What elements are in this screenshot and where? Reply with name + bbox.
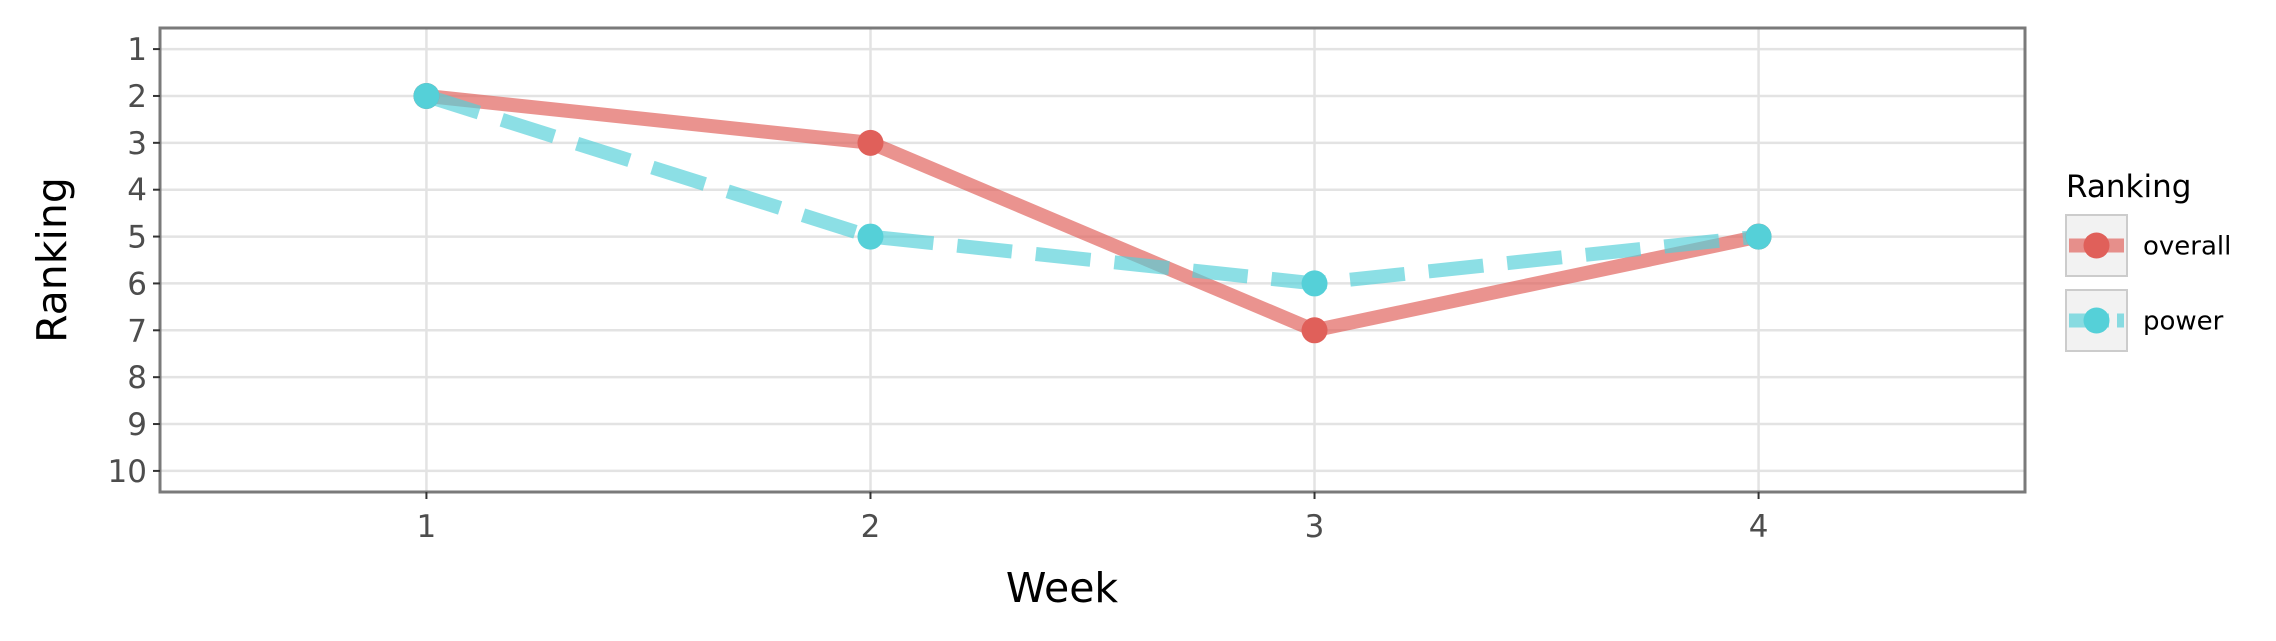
legend-point-power [2083,307,2110,334]
data-point-power [1745,223,1772,250]
x-tick-label: 2 [861,509,881,545]
grid-lines [160,28,2025,492]
y-tick-label: 1 [127,32,147,68]
legend-point-overall [2083,232,2110,259]
data-point-overall [857,129,884,156]
x-tick-label: 4 [1749,509,1769,545]
series-line-power [424,89,1760,291]
legend-label-power: power [2143,307,2224,337]
y-tick-label: 4 [127,173,147,209]
y-tick-label: 7 [127,313,147,349]
x-tick-label: 3 [1305,509,1325,545]
y-tick-label: 5 [127,220,147,256]
series-line-overall [425,88,1761,338]
series-layer [413,82,1772,344]
data-point-power [1301,270,1328,297]
y-tick-label: 8 [127,360,147,396]
x-tick-label: 1 [417,509,437,545]
y-axis-title: Ranking [28,177,76,343]
y-tick-label: 3 [127,126,147,162]
data-point-power [857,223,884,250]
data-point-overall [1301,317,1328,344]
y-tick-label: 2 [127,79,147,115]
y-tick-label: 6 [127,266,147,302]
plot-border [158,26,2027,494]
y-tick-label: 10 [108,454,147,490]
legend-label-overall: overall [2143,232,2231,262]
legend: Ranking overall power [2065,169,2231,352]
axis-ticks: 1 2 3 4 5 6 7 8 9 10 1 2 3 4 [108,32,1769,545]
x-axis-title: Week [1006,564,1119,612]
y-tick-label: 9 [127,407,147,443]
legend-title: Ranking [2066,169,2191,205]
data-point-power [413,82,440,109]
